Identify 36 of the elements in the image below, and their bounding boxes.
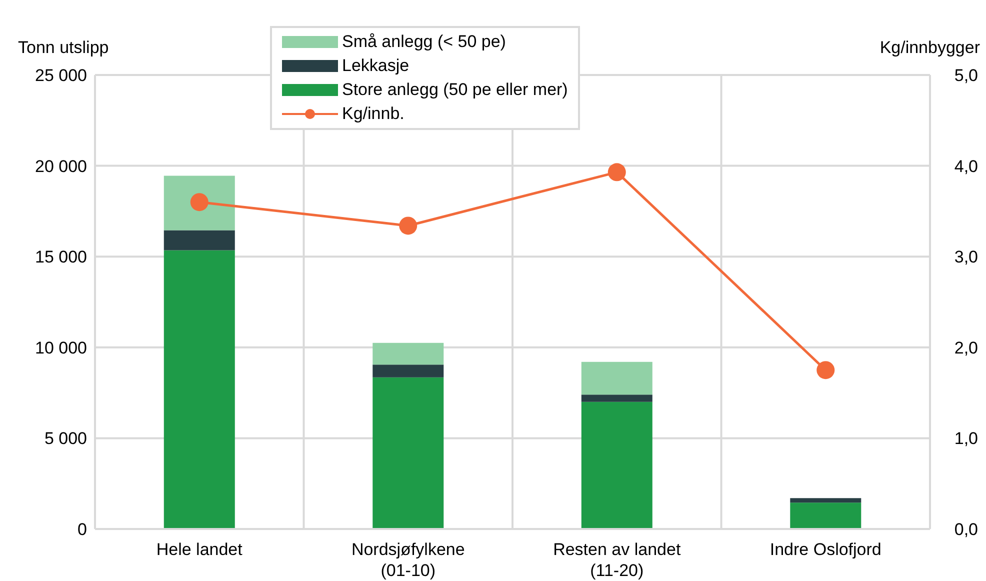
y-axis-title: Tonn utslipp <box>18 38 109 57</box>
bar <box>581 362 652 395</box>
y-tick-label: 0 <box>78 520 87 540</box>
bar <box>790 502 862 529</box>
x-tick-label: Resten av landet (11-20) <box>553 540 681 580</box>
legend-label: Store anlegg (50 pe eller mer) <box>342 80 568 100</box>
point <box>816 361 835 380</box>
bar <box>581 402 652 529</box>
bar <box>372 377 444 529</box>
y2-axis-title: Kg/innbygger <box>880 38 980 57</box>
y2-tick-label: 2,0 <box>954 338 978 358</box>
y2-tick-label: 3,0 <box>954 248 978 267</box>
y-tick-label: 10 000 <box>35 338 87 358</box>
x-tick-label: Nordsjøfylkene (01-10) <box>351 540 465 580</box>
y2-tick-label: 4,0 <box>954 156 978 176</box>
x-tick-label: Hele landet <box>156 540 243 559</box>
bar <box>581 394 652 402</box>
point <box>399 216 418 235</box>
bar <box>372 364 444 378</box>
legend-label: Kg/innb. <box>342 104 404 124</box>
y2-tick-label: 5,0 <box>954 66 978 86</box>
legend-label: Små anlegg (< 50 pe) <box>342 32 506 52</box>
bar <box>372 342 444 365</box>
x-tick-label: Indre Oslofjord <box>770 540 882 559</box>
y-tick-label: 5 000 <box>44 429 87 448</box>
y2-tick-label: 1,0 <box>954 429 978 448</box>
y-tick-label: 15 000 <box>35 248 87 267</box>
y-tick-label: 25 000 <box>35 66 87 86</box>
y-tick-label: 20 000 <box>35 156 87 176</box>
bar <box>164 250 235 529</box>
point <box>608 163 626 182</box>
bar <box>164 230 235 250</box>
bar <box>164 176 235 230</box>
y2-tick-label: 0,0 <box>954 520 978 540</box>
legend-label: Lekkasje <box>342 56 410 76</box>
bar <box>790 498 862 503</box>
